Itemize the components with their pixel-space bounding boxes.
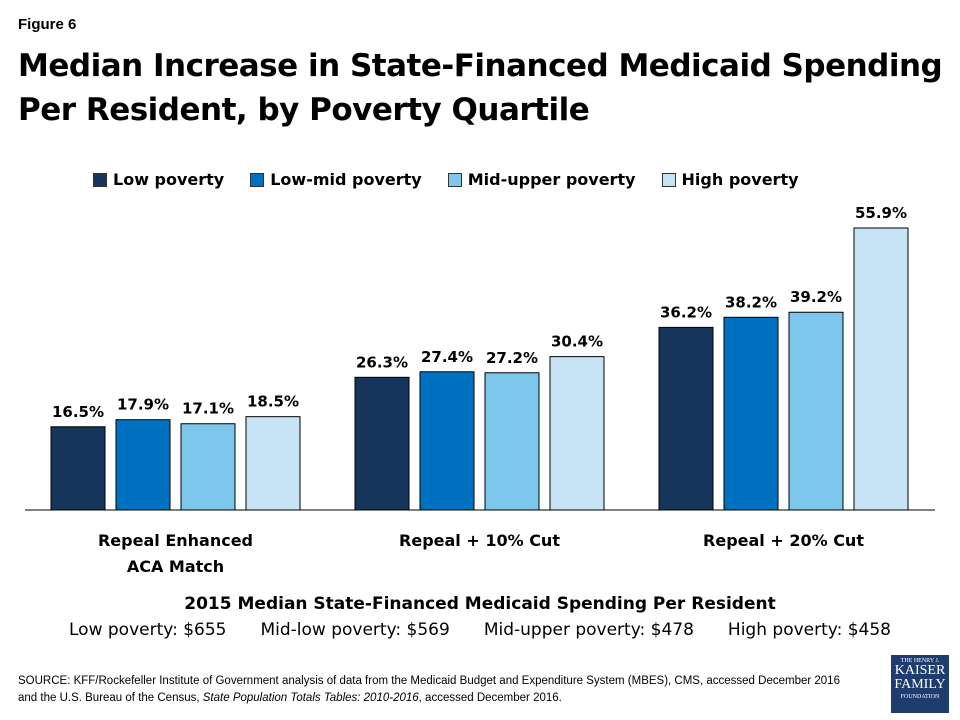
- source-italic: State Population Totals Tables: 2010-201…: [202, 692, 419, 704]
- data-label: 55.9%: [855, 204, 907, 222]
- legend-item: Low-mid poverty: [250, 170, 422, 189]
- bar: [788, 311, 844, 511]
- data-label: 27.2%: [486, 349, 538, 367]
- category-label: Repeal + 20% Cut: [703, 531, 864, 550]
- data-label: 36.2%: [660, 303, 712, 321]
- data-label: 27.4%: [421, 348, 473, 366]
- category-label: Repeal Enhanced: [98, 531, 253, 550]
- figure-label: Figure 6: [18, 16, 77, 33]
- legend: Low poverty Low-mid poverty Mid-upper pove…: [93, 170, 825, 189]
- data-label: 26.3%: [356, 353, 408, 371]
- data-label: 16.5%: [52, 403, 104, 421]
- legend-swatch: [447, 172, 462, 187]
- note-value: Mid-low poverty: $569: [260, 620, 450, 640]
- note-value: Low poverty: $655: [69, 620, 227, 640]
- source-text: , accessed December 2016.: [418, 692, 562, 704]
- note-value: High poverty: $458: [727, 620, 891, 640]
- note-value: Mid-upper poverty: $478: [483, 620, 694, 640]
- logo-text: THE HENRY J.: [900, 658, 940, 664]
- data-label: 30.4%: [551, 333, 603, 351]
- note-values: Low poverty: $655 Mid-low poverty: $569 …: [0, 620, 960, 640]
- legend-label: Mid-upper poverty: [467, 170, 636, 189]
- bar: [549, 356, 605, 511]
- legend-swatch: [250, 172, 265, 187]
- bar: [723, 316, 779, 511]
- legend-item: High poverty: [661, 170, 799, 189]
- category-label: ACA Match: [127, 557, 224, 576]
- bar: [180, 423, 236, 511]
- logo-text: FAMILY: [894, 677, 946, 692]
- legend-label: Low poverty: [113, 170, 225, 189]
- legend-label: Low-mid poverty: [270, 170, 422, 189]
- data-label: 18.5%: [247, 393, 299, 411]
- legend-label: High poverty: [681, 170, 799, 189]
- bar: [853, 227, 909, 511]
- data-label: 38.2%: [725, 293, 777, 311]
- kff-logo: THE HENRY J. KAISER FAMILY FOUNDATION: [891, 655, 949, 713]
- category-label: Repeal + 10% Cut: [399, 531, 560, 550]
- legend-item: Mid-upper poverty: [447, 170, 636, 189]
- legend-swatch: [93, 172, 107, 187]
- note-title: 2015 Median State-Financed Medicaid Spen…: [184, 594, 776, 614]
- data-label: 17.1%: [182, 400, 234, 418]
- logo-text: KAISER: [894, 663, 946, 678]
- logo-text: FOUNDATION: [900, 694, 940, 700]
- chart-title: Median Increase in State-Financed Medica…: [18, 48, 943, 128]
- bar: [658, 326, 714, 511]
- bar: [245, 416, 301, 511]
- data-label: 17.9%: [117, 396, 169, 414]
- source-line: SOURCE: KFF/Rockefeller Institute of Gov…: [18, 675, 840, 687]
- bar: [419, 371, 475, 511]
- source-text: and the U.S. Bureau of the Census,: [18, 692, 203, 704]
- source-line: and the U.S. Bureau of the Census, State…: [18, 690, 888, 707]
- bar-chart: 16.5% 17.9% 17.1% 18.5% Repeal Enhanced ACA M…: [25, 204, 935, 576]
- bar: [50, 426, 106, 511]
- data-label: 39.2%: [790, 288, 842, 306]
- legend-swatch: [661, 172, 676, 187]
- bar: [484, 372, 540, 511]
- source-note: SOURCE: KFF/Rockefeller Institute of Gov…: [18, 673, 888, 707]
- legend-item: Low poverty: [93, 170, 224, 189]
- bar: [115, 419, 171, 511]
- bar: [354, 376, 410, 511]
